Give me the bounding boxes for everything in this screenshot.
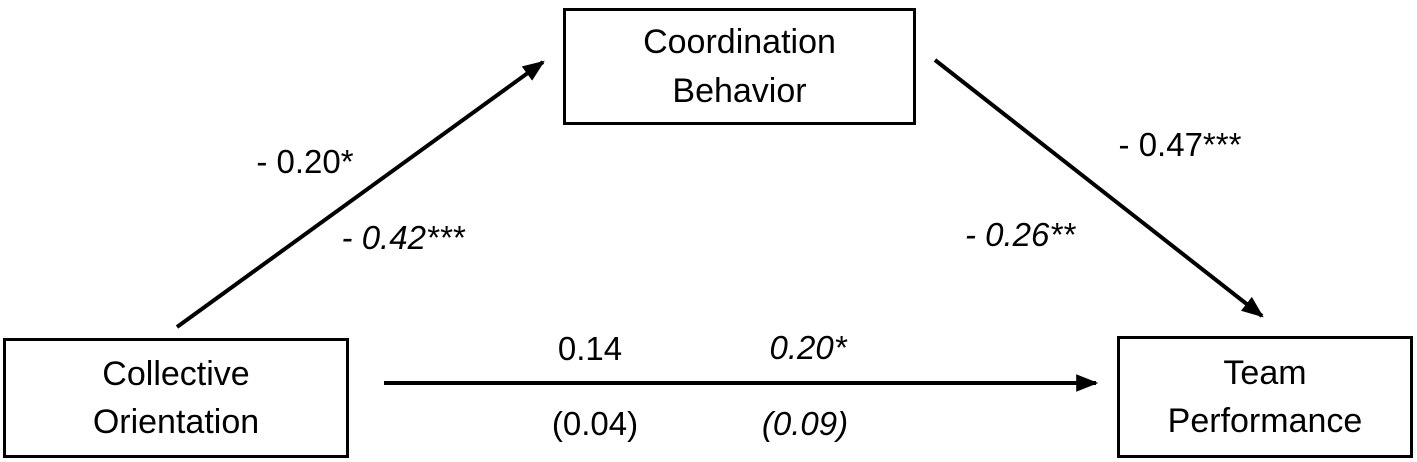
path-c-indirect-normal: (0.04) — [551, 405, 639, 442]
node-coordination-behavior: Coordination Behavior — [563, 8, 916, 125]
path-b-coefficient-normal: - 0.47*** — [1118, 126, 1242, 163]
path-a-arrow — [175, 60, 545, 329]
node-label-line: Collective — [102, 354, 250, 393]
path-c-coefficient-normal: 0.14 — [557, 330, 623, 367]
path-c-coefficient-italic: 0.20* — [769, 329, 847, 366]
node-team-performance: Team Performance — [1117, 336, 1413, 458]
node-label-line: Team — [1223, 353, 1307, 392]
node-label-line: Coordination — [643, 23, 836, 62]
path-b-arrow — [933, 58, 1264, 318]
node-label-line: Performance — [1167, 402, 1363, 440]
path-a-coefficient-normal: - 0.20* — [256, 143, 354, 180]
node-label-line: Behavior — [672, 71, 807, 110]
node-collective-orientation: Collective Orientation — [3, 338, 349, 458]
path-c-indirect-italic: (0.09) — [761, 405, 849, 442]
node-label-line: Orientation — [92, 403, 260, 441]
path-a-coefficient-italic: - 0.42*** — [341, 219, 465, 256]
path-b-coefficient-italic: - 0.26** — [964, 216, 1076, 253]
